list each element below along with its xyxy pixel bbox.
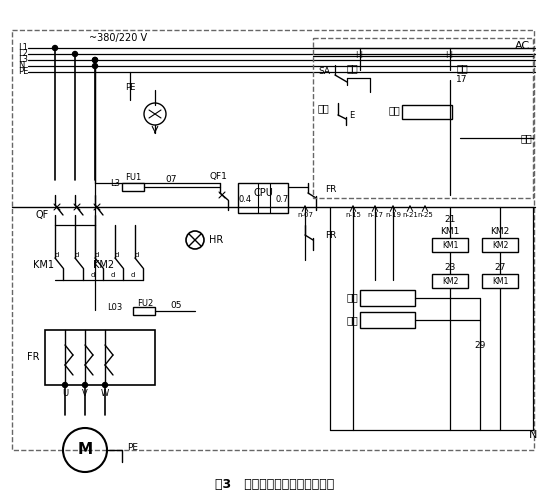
Text: 就地: 就地 [456, 63, 468, 73]
Text: | |: | | [447, 52, 454, 59]
Text: d: d [95, 252, 99, 258]
Circle shape [92, 58, 97, 62]
Text: L3: L3 [110, 179, 120, 187]
Text: ~380/220 V: ~380/220 V [89, 33, 147, 43]
Text: U: U [62, 388, 68, 397]
Text: 手动: 手动 [346, 63, 358, 73]
Bar [133, 307, 155, 315]
Circle shape [63, 382, 68, 387]
Text: HR: HR [209, 235, 223, 245]
Bar [122, 183, 144, 191]
Text: n-15: n-15 [345, 212, 361, 218]
Text: 29: 29 [474, 340, 486, 350]
Text: 27: 27 [494, 263, 505, 272]
Circle shape [92, 63, 97, 68]
Bar [12, 30, 534, 450]
Text: 图3   慢转电机的改造控制原理图: 图3 慢转电机的改造控制原理图 [216, 478, 334, 491]
Circle shape [102, 382, 107, 387]
Text: 反转: 反转 [346, 292, 358, 302]
Text: PE: PE [125, 83, 135, 92]
Text: SA: SA [318, 67, 330, 76]
Text: 急停: 急停 [318, 103, 330, 113]
Text: KM2: KM2 [491, 228, 510, 237]
Text: V: V [82, 388, 88, 397]
Text: | |: | | [356, 52, 364, 59]
Text: 0.4: 0.4 [239, 195, 251, 204]
Bar [360, 290, 415, 306]
Text: 17: 17 [456, 75, 468, 84]
Text: KM1: KM1 [492, 276, 508, 286]
Bar [45, 330, 155, 385]
Text: d: d [75, 252, 79, 258]
Circle shape [82, 382, 87, 387]
Text: n-17: n-17 [367, 212, 383, 218]
Text: d: d [91, 272, 95, 278]
Text: E: E [349, 111, 354, 120]
Circle shape [73, 52, 78, 57]
Text: 21: 21 [444, 215, 456, 225]
Bar [432, 238, 468, 252]
Text: n-25: n-25 [417, 212, 433, 218]
Text: FU1: FU1 [125, 174, 141, 183]
Text: FU2: FU2 [137, 299, 153, 308]
Text: N: N [18, 62, 24, 70]
Text: KM1: KM1 [33, 260, 54, 270]
Text: d: d [115, 252, 119, 258]
Text: KM1: KM1 [442, 241, 458, 249]
Text: M: M [78, 442, 92, 457]
Bar [360, 312, 415, 328]
Text: 正转: 正转 [388, 105, 400, 115]
Text: AC: AC [515, 41, 530, 51]
Text: PE: PE [18, 67, 29, 76]
Text: 反转: 反转 [520, 133, 532, 143]
Text: QF1: QF1 [209, 173, 227, 182]
Text: KM1: KM1 [441, 228, 460, 237]
Text: KM2: KM2 [492, 241, 508, 249]
Text: d: d [131, 272, 135, 278]
Text: 正转: 正转 [346, 315, 358, 325]
Text: N: N [529, 430, 537, 440]
Text: PE: PE [127, 442, 138, 451]
Text: d: d [55, 252, 59, 258]
Text: 05: 05 [170, 301, 182, 310]
Text: n-19: n-19 [385, 212, 401, 218]
Text: n-21: n-21 [402, 212, 418, 218]
Text: n-07: n-07 [297, 212, 313, 218]
Bar [482, 274, 518, 288]
Text: d: d [135, 252, 139, 258]
Text: W: W [101, 388, 109, 397]
Text: L03: L03 [107, 304, 123, 312]
Text: FR: FR [325, 231, 337, 240]
Text: KM2: KM2 [442, 276, 458, 286]
Text: 23: 23 [444, 263, 456, 272]
Text: L1: L1 [18, 44, 28, 53]
Text: d: d [111, 272, 115, 278]
Bar [402, 105, 452, 119]
Text: FR: FR [325, 186, 337, 194]
Circle shape [92, 58, 97, 62]
Bar [432, 274, 468, 288]
Text: 0.7: 0.7 [276, 195, 289, 204]
Text: FR: FR [28, 352, 40, 362]
Bar [238, 183, 288, 213]
Circle shape [52, 46, 58, 51]
Bar [313, 38, 533, 198]
Text: L2: L2 [18, 50, 28, 59]
Text: KM2: KM2 [93, 260, 114, 270]
Text: CPU: CPU [253, 188, 273, 198]
Bar [482, 238, 518, 252]
Text: L3: L3 [18, 56, 28, 64]
Text: QF: QF [35, 210, 48, 220]
Text: 07: 07 [165, 176, 177, 185]
